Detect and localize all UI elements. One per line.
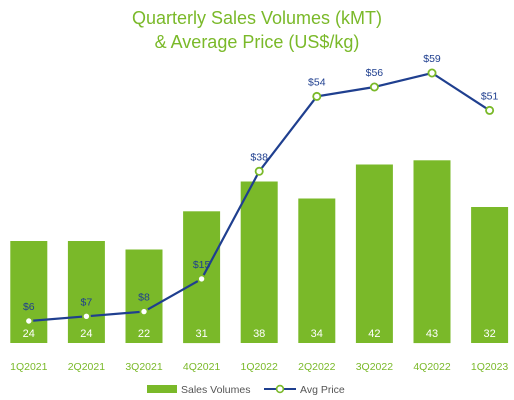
price-point-2Q2021 xyxy=(81,311,91,321)
price-label-2Q2022: $54 xyxy=(308,76,326,88)
price-point-3Q2022 xyxy=(369,82,379,92)
x-tick-1Q2021: 1Q2021 xyxy=(10,361,48,373)
bar-label-3Q2021: 22 xyxy=(138,328,150,340)
price-point-1Q2023 xyxy=(485,105,495,115)
price-label-4Q2021: $15 xyxy=(193,259,211,271)
bar-1Q2021 xyxy=(10,241,48,343)
bar-3Q2021 xyxy=(125,249,163,343)
price-point-4Q2022 xyxy=(427,68,437,78)
price-label-4Q2022: $59 xyxy=(423,53,441,65)
x-tick-1Q2023: 1Q2023 xyxy=(471,361,509,373)
bar-value-labels: 24 24 22 31 38 34 42 43 32 xyxy=(23,328,496,340)
x-tick-3Q2021: 3Q2021 xyxy=(125,361,163,373)
bar-2Q2022 xyxy=(298,198,336,343)
price-point-1Q2022 xyxy=(254,166,264,176)
bar-1Q2022 xyxy=(240,181,278,343)
price-label-1Q2023: $51 xyxy=(481,90,499,102)
legend-swatch-sales-volumes xyxy=(147,385,177,393)
chart-title-line-2: & Average Price (US$/kg) xyxy=(154,32,360,52)
bar-label-1Q2021: 24 xyxy=(23,328,35,340)
price-label-3Q2022: $56 xyxy=(366,67,384,79)
bar-label-4Q2022: 43 xyxy=(426,328,438,340)
price-point-1Q2021 xyxy=(24,316,34,326)
legend-marker-avg-price xyxy=(275,384,285,394)
chart-title-line-1: Quarterly Sales Volumes (kMT) xyxy=(131,8,383,28)
avg-price-markers xyxy=(24,68,495,326)
x-tick-2Q2021: 2Q2021 xyxy=(68,361,106,373)
legend: Sales Volumes Avg Price xyxy=(147,384,345,396)
bar-label-2Q2021: 24 xyxy=(80,328,92,340)
x-tick-4Q2022: 4Q2022 xyxy=(413,361,451,373)
price-point-4Q2021 xyxy=(197,274,207,284)
price-label-1Q2022: $38 xyxy=(250,151,268,163)
legend-label-avg-price: Avg Price xyxy=(300,384,345,396)
bar-label-2Q2022: 34 xyxy=(311,328,323,340)
bar-label-1Q2022: 38 xyxy=(253,328,265,340)
bar-2Q2021 xyxy=(67,241,105,343)
bar-3Q2022 xyxy=(355,164,393,343)
x-tick-1Q2022: 1Q2022 xyxy=(241,361,279,373)
price-point-3Q2021 xyxy=(139,307,149,317)
avg-price-labels: $6 $7 $8 $15 $38 $54 $56 $59 $51 xyxy=(23,53,499,313)
bar-label-1Q2023: 32 xyxy=(483,328,495,340)
legend-label-sales-volumes: Sales Volumes xyxy=(181,384,250,396)
bar-label-3Q2022: 42 xyxy=(368,328,380,340)
bar-label-4Q2021: 31 xyxy=(195,328,207,340)
bar-1Q2023 xyxy=(471,207,509,343)
price-label-3Q2021: $8 xyxy=(138,292,150,304)
x-tick-3Q2022: 3Q2022 xyxy=(356,361,394,373)
bar-4Q2022 xyxy=(413,160,451,344)
price-point-2Q2022 xyxy=(312,91,322,101)
x-axis-tick-labels: 1Q2021 2Q2021 3Q2021 4Q2021 1Q2022 2Q2022 3Q20… xyxy=(10,361,508,373)
price-label-2Q2021: $7 xyxy=(81,296,93,308)
price-label-1Q2021: $6 xyxy=(23,301,35,313)
x-tick-2Q2022: 2Q2022 xyxy=(298,361,336,373)
x-tick-4Q2021: 4Q2021 xyxy=(183,361,221,373)
